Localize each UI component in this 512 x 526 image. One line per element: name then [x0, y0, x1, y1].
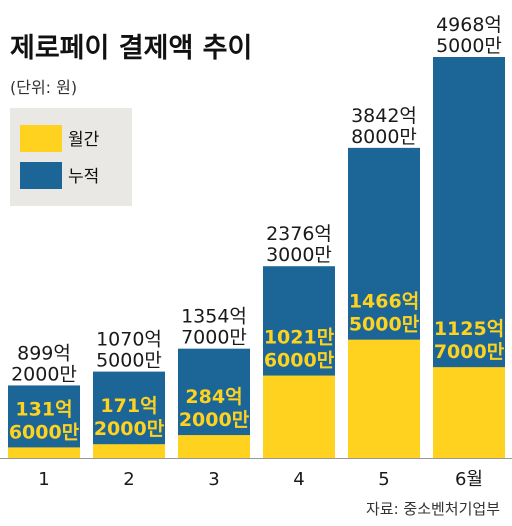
- bars-group: 899억2000만131억6000만1070억5000만171억2000만135…: [8, 14, 505, 458]
- monthly-value-label: 7000만: [434, 341, 505, 363]
- bar-cumulative: [8, 385, 80, 458]
- chart-title: 제로페이 결제액 추이: [10, 33, 252, 64]
- cumulative-value-label: 3842억: [351, 105, 417, 127]
- monthly-value-label: 284억: [185, 386, 242, 408]
- cumulative-value-label: 4968억: [436, 14, 502, 36]
- x-tick-label: 5: [378, 469, 389, 490]
- unit-label: (단위: 원): [10, 78, 77, 97]
- x-tick-label: 6월: [455, 469, 483, 490]
- x-tick-label: 4: [293, 469, 304, 490]
- x-tick-label: 1: [38, 469, 49, 490]
- bar-monthly: [433, 367, 505, 458]
- x-axis-ticks: 1 2 3 4 5 6월: [38, 469, 483, 490]
- legend: 월간 누적: [10, 108, 132, 206]
- source-note: 자료: 중소벤처기업부: [366, 500, 500, 518]
- monthly-value-label: 6000만: [264, 350, 335, 372]
- monthly-value-label: 131억: [15, 398, 72, 420]
- monthly-value-label: 1466억: [349, 291, 419, 313]
- cumulative-value-label: 3000만: [266, 244, 332, 266]
- cumulative-value-label: 899억: [17, 342, 71, 364]
- x-tick-label: 2: [123, 469, 134, 490]
- monthly-value-label: 5000만: [349, 314, 420, 336]
- bar-monthly: [263, 375, 335, 458]
- monthly-value-label: 1021만: [264, 327, 335, 349]
- cumulative-value-label: 7000만: [181, 327, 247, 349]
- bar-monthly: [8, 447, 80, 458]
- monthly-value-label: 2000만: [94, 418, 165, 440]
- monthly-value-label: 171억: [100, 395, 157, 417]
- cumulative-value-label: 5000만: [436, 35, 502, 57]
- cumulative-value-label: 1354억: [181, 306, 247, 328]
- legend-label-monthly: 월간: [68, 130, 100, 150]
- cumulative-value-label: 8000만: [351, 126, 417, 148]
- x-tick-label: 3: [208, 469, 219, 490]
- cumulative-value-label: 2000만: [11, 363, 77, 385]
- cumulative-value-label: 5000만: [96, 350, 162, 372]
- bar-monthly: [348, 339, 420, 458]
- legend-swatch-monthly: [20, 125, 62, 152]
- bar-monthly: [178, 435, 250, 458]
- cumulative-value-label: 1070억: [96, 329, 162, 351]
- legend-box: [10, 108, 132, 206]
- cumulative-value-label: 2376억: [266, 223, 332, 245]
- monthly-value-label: 1125억: [434, 318, 504, 340]
- monthly-value-label: 6000만: [9, 421, 80, 443]
- monthly-value-label: 2000만: [179, 409, 250, 431]
- bar-cumulative: [93, 371, 165, 458]
- legend-swatch-cumulative: [20, 162, 62, 189]
- bar-monthly: [93, 444, 165, 458]
- legend-label-cumulative: 누적: [68, 167, 99, 187]
